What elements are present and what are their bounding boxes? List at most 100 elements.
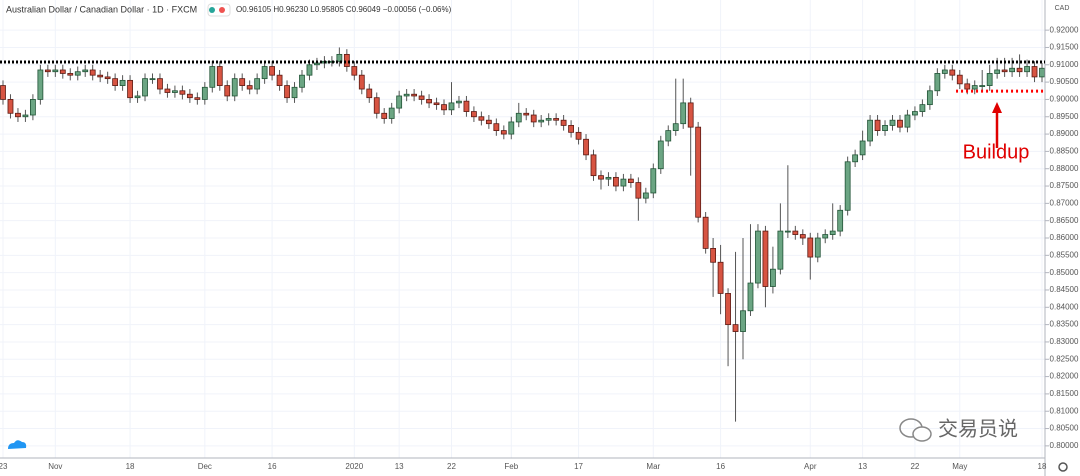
candle-body [284, 85, 290, 99]
candle-body [351, 66, 358, 76]
candle-body [829, 230, 836, 235]
candle-body [598, 175, 604, 180]
candle-body [381, 112, 388, 119]
candle-body [343, 53, 350, 67]
candle-body [799, 234, 806, 239]
x-tick-label: Mar [646, 462, 660, 471]
candle-body [433, 102, 440, 106]
candle-body [441, 104, 447, 111]
candle-body [874, 119, 881, 132]
candle-body [291, 86, 298, 99]
candle-body [194, 97, 201, 100]
x-tick-label: 18 [126, 462, 135, 471]
candle-body [246, 85, 253, 90]
x-tick-label: Nov [48, 462, 62, 471]
candle-body [882, 125, 888, 132]
candle-body [426, 99, 432, 104]
candle-body [523, 112, 530, 116]
candle-body [508, 121, 515, 135]
x-tick-label: May [952, 462, 967, 471]
y-tick-label: 0.89500 [1050, 112, 1079, 121]
candle-body [538, 119, 545, 123]
x-tick-label: 16 [268, 462, 277, 471]
candle-body [665, 130, 672, 142]
candle-body [867, 119, 873, 142]
candle-body [814, 237, 821, 258]
candle-body [157, 78, 163, 90]
candle-body [500, 130, 507, 135]
candle-body [657, 140, 664, 170]
candle-body [239, 78, 246, 86]
candle-body [1016, 67, 1023, 73]
candle-body [493, 123, 500, 132]
candle-body [717, 261, 724, 294]
candle-body [627, 178, 634, 183]
candle-body [859, 140, 866, 156]
candle-body [889, 119, 896, 126]
candle-body [545, 118, 552, 121]
candle-body [747, 282, 754, 312]
candle-body [261, 66, 268, 80]
candle-body [388, 107, 395, 119]
candle-body [642, 192, 649, 199]
x-tick-label: 17 [574, 462, 583, 471]
candle-body [1039, 67, 1045, 78]
candle-body [358, 74, 365, 90]
candle-body [231, 78, 238, 97]
candle-body [97, 74, 104, 78]
candle-body [403, 93, 410, 97]
candle-body [112, 78, 119, 86]
candle-body [396, 95, 403, 109]
x-tick-label: Dec [198, 462, 212, 471]
candle-body [127, 79, 133, 99]
x-tick-label: 2020 [345, 462, 363, 471]
ohlc-readout: O0.96105 H0.96230 L0.95805 C0.96049 −0.0… [236, 5, 452, 14]
settings-icon[interactable] [1058, 462, 1068, 472]
y-tick-label: 0.89000 [1050, 129, 1079, 138]
candle-body [530, 114, 537, 123]
x-tick-label: 13 [858, 462, 867, 471]
candle-body [956, 74, 963, 85]
candle-body [306, 64, 313, 76]
candle-body [560, 119, 567, 126]
y-tick-label: 0.80000 [1050, 441, 1079, 450]
candle-body [986, 73, 993, 86]
candle-body [904, 114, 911, 128]
candle-body [590, 154, 597, 177]
currency-label: CAD [1055, 5, 1070, 12]
y-tick-label: 0.81500 [1050, 389, 1079, 398]
y-tick-label: 0.90500 [1050, 77, 1079, 86]
y-tick-label: 0.83000 [1050, 337, 1079, 346]
candle-body [852, 154, 859, 163]
candle-body [89, 69, 96, 76]
candle-body [104, 76, 111, 80]
candle-body [164, 88, 171, 93]
watermark-icon [912, 426, 932, 442]
candle-body [605, 176, 612, 180]
candle-body [201, 86, 208, 100]
x-tick-label: 22 [910, 462, 919, 471]
y-tick-label: 0.82500 [1050, 354, 1079, 363]
status-box [207, 3, 231, 17]
candle-body [44, 69, 51, 73]
candle-body [366, 88, 373, 99]
x-tick-label: 16 [716, 462, 725, 471]
x-tick-label: Apr [804, 462, 817, 471]
candle-body [172, 90, 178, 93]
logo [8, 440, 27, 449]
candle-body [1024, 66, 1030, 73]
candle-body [142, 78, 148, 97]
y-tick-label: 0.88500 [1050, 147, 1079, 156]
candle-body [919, 104, 926, 112]
candle-body [934, 73, 941, 92]
candle-body [15, 112, 21, 118]
y-tick-label: 0.80500 [1050, 424, 1079, 433]
candle-body [276, 74, 283, 86]
watermark-icon [899, 418, 932, 442]
y-tick-label: 0.84000 [1050, 302, 1079, 311]
y-tick-label: 0.81000 [1050, 406, 1079, 415]
candle-body [373, 97, 380, 114]
candle-body [134, 95, 141, 99]
candle-body [553, 118, 560, 121]
